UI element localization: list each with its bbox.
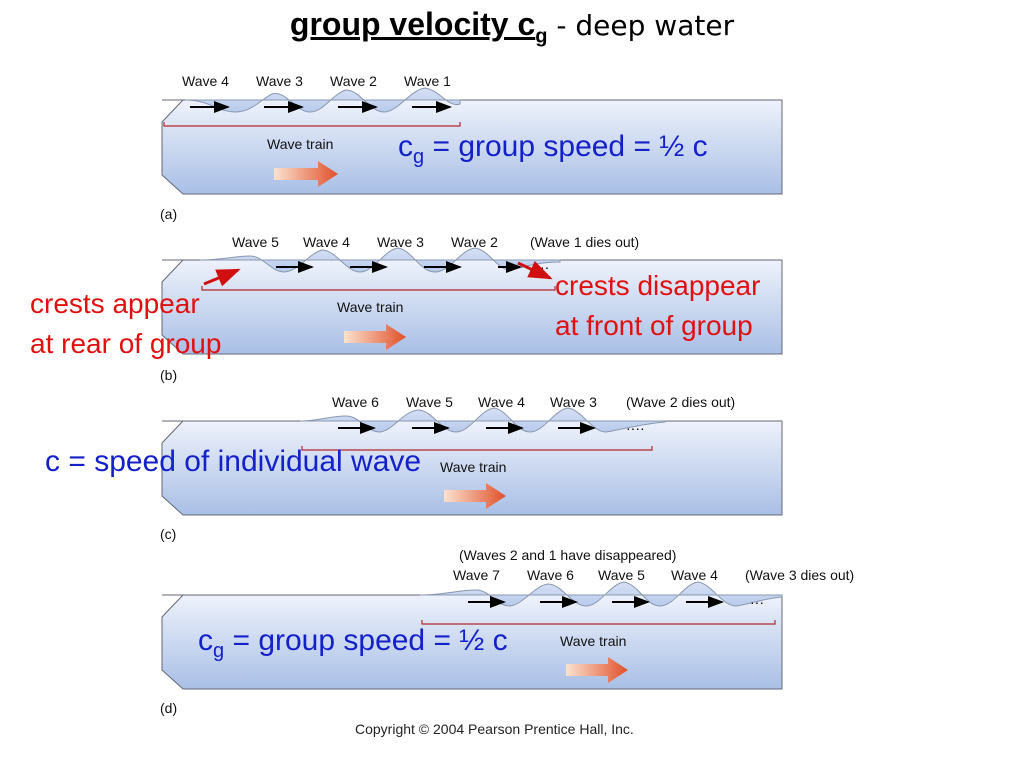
wave-label: Wave 1 [404, 73, 451, 89]
tank-c [161, 420, 783, 516]
panel-c: ···· [161, 407, 783, 516]
group-speed-note-d: cg = group speed = ½ c [198, 624, 508, 662]
slide-title: group velocity cg - deep water [0, 6, 1024, 48]
crest-disappear-arrow [517, 260, 553, 280]
tank-b [161, 259, 783, 355]
individual-speed-note: c = speed of individual wave [45, 445, 422, 478]
wave-label: Wave 2 [451, 234, 498, 250]
wave-train-label: Wave train [267, 136, 334, 152]
wave-train-bracket [163, 122, 461, 127]
title-rest: - deep water [547, 9, 735, 42]
train-arrow [444, 483, 506, 509]
wave-train-bracket [421, 620, 776, 625]
panel-letter: (b) [160, 367, 178, 383]
wave-train-bracket [301, 446, 653, 451]
wave-label: Wave 3 [256, 73, 303, 89]
wave-label: Wave 4 [303, 234, 350, 250]
crests-disappear-line-1: crests disappear [555, 270, 761, 301]
crests-appear-line-2: at rear of group [30, 328, 222, 359]
title-subscript: g [535, 25, 548, 48]
fading-dots: ··· [750, 594, 764, 610]
title-main: group velocity c [289, 6, 536, 42]
panel-letter: (d) [160, 700, 178, 716]
wave-label: Wave 5 [598, 567, 645, 583]
wave-train-label: Wave train [440, 459, 507, 475]
panel-b: ·· [161, 247, 783, 355]
disappeared-note: (Waves 2 and 1 have disappeared) [459, 547, 677, 563]
copyright-notice: Copyright © 2004 Pearson Prentice Hall, … [355, 721, 634, 737]
wave-label: Wave 3 [550, 394, 597, 410]
train-arrow [274, 161, 338, 187]
wave-label: Wave 3 [377, 234, 424, 250]
wave-label: Wave 6 [527, 567, 574, 583]
crests-disappear-note: crests disappear at front of group [555, 266, 760, 346]
panel-a [161, 87, 783, 195]
wave-label: Wave 4 [671, 567, 718, 583]
tank-d [161, 594, 783, 690]
wave-label: Wave 4 [478, 394, 525, 410]
wave-label: (Wave 2 dies out) [626, 394, 736, 410]
wave-label: (Wave 1 dies out) [530, 234, 640, 250]
wave-train-label: Wave train [560, 633, 627, 649]
train-arrow [344, 324, 406, 350]
wave-train-bracket [201, 286, 556, 291]
crests-disappear-line-2: at front of group [555, 310, 753, 341]
wave-label: Wave 5 [406, 394, 453, 410]
train-arrow [566, 657, 628, 683]
wave-label: Wave 6 [332, 394, 379, 410]
crests-appear-note: crests appear at rear of group [30, 284, 221, 364]
panel-letter: (c) [160, 526, 177, 542]
crests-appear-line-1: crests appear [30, 288, 200, 319]
crest-appear-arrow [203, 268, 241, 287]
wave-label: Wave 4 [182, 73, 229, 89]
panel-letter: (a) [160, 206, 178, 222]
wave-label: Wave 7 [453, 567, 500, 583]
wave-train-label: Wave train [337, 299, 404, 315]
fading-dots: ···· [626, 420, 645, 436]
wave-label: Wave 5 [232, 234, 279, 250]
panel-d: ··· [161, 581, 783, 690]
group-speed-note-a: cg = group speed = ½ c [398, 130, 708, 168]
wave-label: (Wave 3 dies out) [745, 567, 855, 583]
surface-wave-a [184, 87, 461, 113]
wave-label: Wave 2 [330, 73, 377, 89]
